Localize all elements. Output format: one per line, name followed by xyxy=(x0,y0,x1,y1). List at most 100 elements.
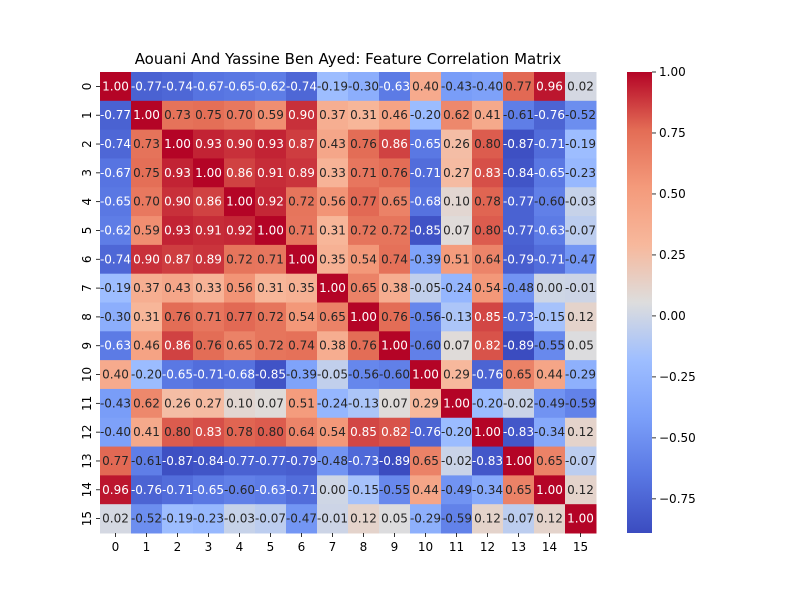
cell-value-14-12: -0.34 xyxy=(472,483,503,497)
cell-value-8-8: 1.00 xyxy=(350,310,377,324)
cell-value-7-2: 0.43 xyxy=(164,281,191,295)
chart-title: Aouani And Yassine Ben Ayed: Feature Cor… xyxy=(135,50,562,68)
cell-value-15-6: -0.47 xyxy=(286,512,317,526)
cell-value-7-9: 0.38 xyxy=(381,281,408,295)
cell-value-1-7: 0.37 xyxy=(319,108,346,122)
cell-value-8-1: 0.31 xyxy=(133,310,160,324)
cell-value-15-3: -0.23 xyxy=(193,512,224,526)
heatmap-cell-1-10 xyxy=(410,100,442,131)
heatmap-cell-15-5 xyxy=(255,504,287,534)
heatmap-cell-5-3 xyxy=(193,216,225,246)
cell-value-0-2: -0.74 xyxy=(162,79,193,93)
colorbar-ticks: 1.00 0.75 0.50 0.25 0.00 −0.25 −0.50 −0.75 xyxy=(652,65,696,506)
y-tick-label-9: 9 xyxy=(80,342,94,350)
cell-value-0-11: -0.43 xyxy=(441,79,472,93)
cell-value-6-3: 0.89 xyxy=(195,252,222,266)
heatmap-cell-2-14 xyxy=(534,129,566,159)
cell-value-3-14: -0.65 xyxy=(534,166,565,180)
x-tick-label-12: 12 xyxy=(480,540,495,554)
heatmap-cell-6-15 xyxy=(565,244,597,275)
cell-value-12-1: 0.41 xyxy=(133,425,160,439)
cell-value-2-8: 0.76 xyxy=(350,137,377,151)
cell-value-10-9: -0.60 xyxy=(379,368,410,382)
heatmap-cell-2-13 xyxy=(503,129,535,159)
cell-value-4-7: 0.56 xyxy=(319,195,346,209)
heatmap-cell-13-12 xyxy=(472,446,504,476)
cell-value-3-3: 1.00 xyxy=(195,166,222,180)
heatmap-cell-10-10 xyxy=(410,360,442,390)
cell-value-2-2: 1.00 xyxy=(164,137,191,151)
heatmap-cell-0-13 xyxy=(503,72,535,102)
heatmap-cell-10-4 xyxy=(224,360,256,390)
cell-value-2-12: 0.80 xyxy=(474,137,501,151)
cell-value-6-4: 0.72 xyxy=(226,252,253,266)
heatmap-cell-3-13 xyxy=(503,158,535,188)
cell-value-12-14: -0.34 xyxy=(534,425,565,439)
heatmap-cell-6-9 xyxy=(379,244,411,275)
heatmap-cell-13-2 xyxy=(162,446,194,476)
colorbar-tick-label-3: 0.25 xyxy=(659,248,686,262)
heatmap-cell-4-1 xyxy=(131,187,163,217)
heatmap-cell-12-15 xyxy=(565,417,597,448)
cell-value-1-5: 0.59 xyxy=(257,108,284,122)
cell-value-10-5: -0.85 xyxy=(255,368,286,382)
cell-value-12-10: -0.76 xyxy=(410,425,441,439)
cell-value-4-3: 0.86 xyxy=(195,195,222,209)
heatmap-cell-2-3 xyxy=(193,129,225,159)
cell-value-12-2: 0.80 xyxy=(164,425,191,439)
cell-value-15-1: -0.52 xyxy=(131,512,162,526)
heatmap-cell-3-8 xyxy=(348,158,380,188)
heatmap-cell-3-1 xyxy=(131,158,163,188)
x-tick-label-3: 3 xyxy=(205,540,213,554)
cell-value-15-8: 0.12 xyxy=(350,512,377,526)
cell-value-8-14: -0.15 xyxy=(534,310,565,324)
cell-value-1-11: 0.62 xyxy=(443,108,470,122)
heatmap-cell-4-2 xyxy=(162,187,194,217)
heatmap-cell-12-3 xyxy=(193,417,225,448)
heatmap-cell-4-12 xyxy=(472,187,504,217)
heatmap-cell-13-5 xyxy=(255,446,287,476)
heatmap-cell-9-13 xyxy=(503,331,535,361)
cell-value-1-0: -0.77 xyxy=(100,108,131,122)
cell-value-5-10: -0.85 xyxy=(410,223,441,237)
cell-value-4-13: -0.77 xyxy=(503,195,534,209)
heatmap-cell-5-14 xyxy=(534,216,566,246)
cell-value-11-9: 0.07 xyxy=(381,396,408,410)
heatmap-cell-5-10 xyxy=(410,216,442,246)
cell-value-9-2: 0.86 xyxy=(164,339,191,353)
cell-value-14-13: 0.65 xyxy=(505,483,532,497)
cell-value-13-2: -0.87 xyxy=(162,454,193,468)
heatmap-cell-2-7 xyxy=(317,129,349,159)
heatmap-cell-3-10 xyxy=(410,158,442,188)
x-tick-label-8: 8 xyxy=(360,540,368,554)
heatmap-cell-6-1 xyxy=(131,244,163,275)
heatmap-cell-8-9 xyxy=(379,302,411,332)
cell-value-15-2: -0.19 xyxy=(162,512,193,526)
cell-value-0-0: 1.00 xyxy=(102,79,129,93)
cell-value-0-10: 0.40 xyxy=(412,79,439,93)
cell-value-9-14: -0.55 xyxy=(534,339,565,353)
heatmap-cell-8-0 xyxy=(100,302,132,332)
y-tick-label-5: 5 xyxy=(80,227,94,235)
cell-value-4-11: 0.10 xyxy=(443,195,470,209)
heatmap-cell-11-8 xyxy=(348,388,380,419)
cell-value-15-14: 0.12 xyxy=(536,512,563,526)
cell-value-3-2: 0.93 xyxy=(164,166,191,180)
cell-value-8-3: 0.71 xyxy=(195,310,222,324)
heatmap-cell-15-15 xyxy=(565,504,597,534)
cell-value-13-12: -0.83 xyxy=(472,454,503,468)
heatmap-cell-11-15 xyxy=(565,388,597,419)
heatmap-cell-13-15 xyxy=(565,446,597,476)
heatmap-cell-0-8 xyxy=(348,72,380,102)
heatmap-cell-13-1 xyxy=(131,446,163,476)
heatmap-cell-8-2 xyxy=(162,302,194,332)
heatmap-cell-6-6 xyxy=(286,244,318,275)
x-tick-label-0: 0 xyxy=(112,540,120,554)
heatmap-cell-1-11 xyxy=(441,100,473,131)
cell-value-5-4: 0.92 xyxy=(226,223,253,237)
heatmap-cell-14-5 xyxy=(255,475,287,505)
cell-value-2-3: 0.93 xyxy=(195,137,222,151)
cell-value-15-12: 0.12 xyxy=(474,512,501,526)
heatmap-cell-7-10 xyxy=(410,273,442,303)
